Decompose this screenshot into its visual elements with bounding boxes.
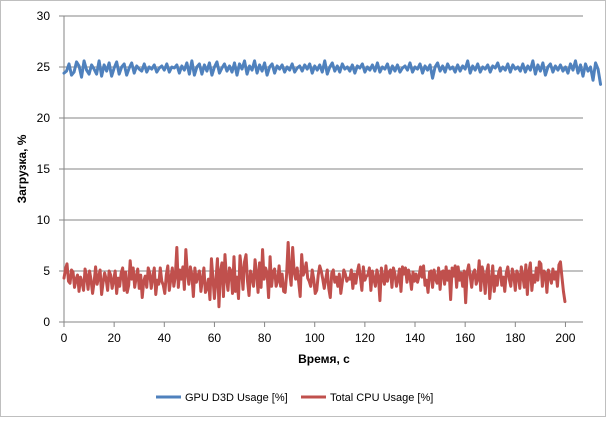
x-tick-label: 20 xyxy=(107,331,121,345)
series-line-1 xyxy=(62,240,567,309)
legend: GPU D3D Usage [%] Total CPU Usage [%] xyxy=(156,392,433,404)
y-tick-label: 20 xyxy=(37,111,51,125)
y-tick-label: 15 xyxy=(37,162,51,176)
legend-label: Total CPU Usage [%] xyxy=(330,392,433,404)
y-tick-labels: 0 5 10 15 20 25 30 xyxy=(37,9,51,329)
x-tick-labels: 0 20 40 60 80 100 120 140 160 180 200 xyxy=(61,331,576,345)
x-tick-label: 120 xyxy=(355,331,375,345)
x-tick-label: 0 xyxy=(61,331,68,345)
series-line-0 xyxy=(62,59,603,86)
x-tick-label: 140 xyxy=(405,331,425,345)
x-tick-label: 160 xyxy=(455,331,475,345)
x-axis-title: Время, с xyxy=(298,352,350,366)
gridlines xyxy=(64,15,583,272)
legend-label: GPU D3D Usage [%] xyxy=(185,392,288,404)
x-tick-label: 40 xyxy=(158,331,172,345)
x-tick-label: 100 xyxy=(305,331,325,345)
series-lines xyxy=(62,59,603,309)
y-axis-title: Загрузка, % xyxy=(15,134,29,203)
y-tick-label: 5 xyxy=(43,264,50,278)
y-tick-label: 25 xyxy=(37,60,51,74)
y-tick-label: 30 xyxy=(37,9,51,23)
y-tick-label: 0 xyxy=(43,315,50,329)
y-tick-label: 10 xyxy=(37,213,51,227)
x-tick-label: 200 xyxy=(555,331,575,345)
x-tick-label: 60 xyxy=(208,331,222,345)
x-tick-label: 80 xyxy=(258,331,272,345)
x-tick-label: 180 xyxy=(505,331,525,345)
